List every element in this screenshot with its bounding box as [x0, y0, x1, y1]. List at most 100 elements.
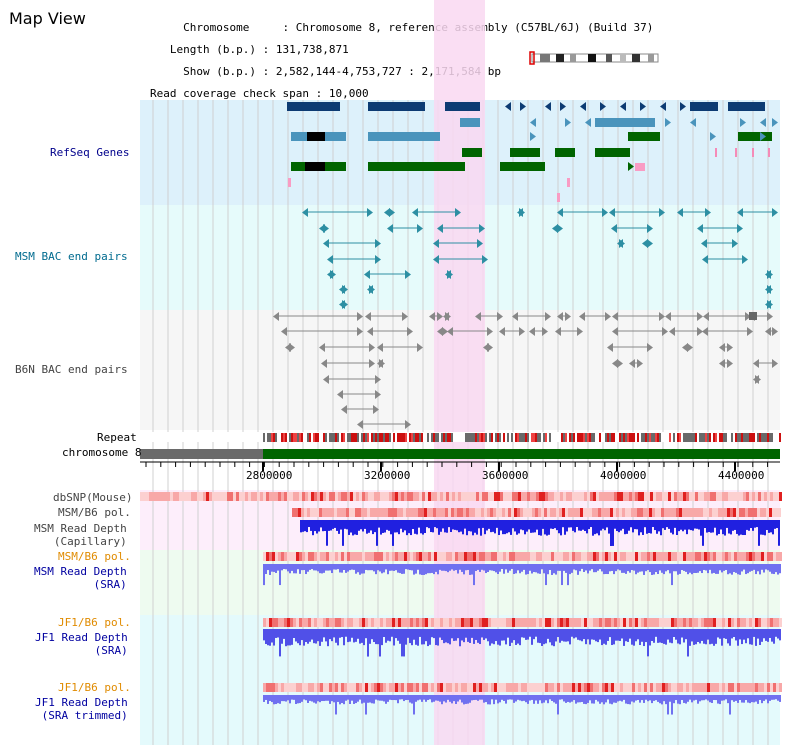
- polymorphism-cell: [371, 683, 374, 692]
- depth-bar: [528, 520, 530, 530]
- depth-bar: [761, 629, 763, 642]
- polymorphism-cell: [766, 508, 769, 517]
- depth-bar: [693, 695, 695, 701]
- polymorphism-cell: [419, 492, 422, 501]
- depth-bar: [476, 520, 478, 535]
- polymorphism-cell: [761, 552, 764, 561]
- repeat-segment: [289, 433, 291, 442]
- polymorphism-cell: [746, 492, 749, 501]
- polymorphism-cell: [346, 508, 349, 517]
- depth-bar: [405, 564, 407, 570]
- polymorphism-cell: [542, 683, 545, 692]
- track-label-b6n-bac[interactable]: B6N BAC end pairs: [15, 363, 128, 376]
- depth-bar: [369, 564, 371, 571]
- track-label-msm-depth-sra: MSM Read Depth (SRA): [34, 565, 127, 591]
- depth-bar: [263, 629, 265, 641]
- polymorphism-cell: [329, 552, 332, 561]
- track-label-msm-bac[interactable]: MSM BAC end pairs: [15, 250, 128, 263]
- repeat-segment: [533, 433, 535, 442]
- depth-bar: [649, 695, 651, 701]
- depth-bar: [650, 520, 652, 534]
- polymorphism-cell: [662, 552, 665, 561]
- depth-bar: [679, 695, 681, 705]
- polymorphism-cell: [698, 683, 701, 692]
- depth-bar: [461, 695, 463, 703]
- repeat-segment: [665, 433, 667, 442]
- depth-bar: [433, 629, 435, 639]
- gene-arrow: [530, 118, 536, 127]
- depth-bar: [769, 629, 771, 638]
- depth-bar: [666, 520, 668, 528]
- polymorphism-cell: [734, 492, 737, 501]
- depth-bar: [397, 695, 399, 704]
- polymorphism-cell: [350, 618, 353, 627]
- gene-arrow: [402, 312, 408, 321]
- polymorphism-cell: [605, 552, 608, 561]
- polymorphism-cell: [698, 552, 701, 561]
- repeat-segment: [297, 433, 299, 442]
- polymorphism-cell: [539, 552, 542, 561]
- gene-arrow: [647, 343, 653, 352]
- polymorphism-cell: [524, 683, 527, 692]
- polymorphism-cell: [592, 508, 595, 517]
- polymorphism-cell: [461, 683, 464, 692]
- depth-bar: [385, 629, 387, 643]
- depth-bar: [444, 520, 446, 533]
- depth-bar: [401, 564, 403, 574]
- depth-bar: [645, 695, 647, 700]
- gene-arrow: [760, 132, 766, 141]
- depth-bar: [339, 629, 341, 638]
- polymorphism-cell: [365, 683, 368, 692]
- polymorphism-cell: [440, 492, 443, 501]
- depth-bar: [327, 564, 329, 571]
- depth-bar: [405, 629, 407, 645]
- polymorphism-cell: [293, 618, 296, 627]
- depth-bar: [324, 520, 326, 531]
- depth-bar: [557, 564, 559, 571]
- depth-bar: [494, 520, 496, 534]
- depth-bar: [677, 695, 679, 704]
- depth-bar: [521, 695, 523, 702]
- polymorphism-cell: [671, 492, 674, 501]
- track-label-refseq[interactable]: RefSeq Genes: [50, 146, 130, 159]
- polymorphism-cell: [299, 683, 302, 692]
- depth-bar: [440, 520, 442, 532]
- depth-bar: [555, 695, 557, 704]
- polymorphism-cell: [479, 552, 482, 561]
- polymorphism-cell: [407, 552, 410, 561]
- repeat-segment: [475, 433, 477, 442]
- depth-bar: [487, 629, 489, 642]
- repeat-segment: [611, 433, 613, 442]
- polymorphism-cell: [650, 683, 653, 692]
- depth-bar: [394, 520, 396, 533]
- polymorphism-cell: [689, 492, 692, 501]
- polymorphism-cell: [713, 552, 716, 561]
- polymorphism-cell: [692, 683, 695, 692]
- depth-bar: [624, 520, 626, 535]
- polymorphism-cell: [752, 552, 755, 561]
- repeat-segment: [535, 433, 537, 442]
- depth-bar: [698, 520, 700, 530]
- polymorphism-cell: [424, 508, 427, 517]
- depth-bar: [543, 564, 545, 574]
- depth-bar: [687, 629, 689, 657]
- gene-arrow: [519, 208, 525, 217]
- polymorphism-cell: [586, 508, 589, 517]
- depth-bar: [716, 520, 718, 536]
- polymorphism-cell: [683, 552, 686, 561]
- depth-bar: [484, 520, 486, 535]
- gene-arrow: [412, 208, 418, 217]
- depth-bar: [306, 520, 308, 533]
- polymorphism-cell: [335, 618, 338, 627]
- repeat-segment: [713, 433, 715, 442]
- depth-bar: [735, 629, 737, 641]
- repeat-segment: [761, 433, 763, 442]
- polymorphism-cell: [476, 492, 479, 501]
- polymorphism-cell: [374, 683, 377, 692]
- depth-bar: [643, 629, 645, 647]
- depth-bar: [491, 695, 493, 700]
- depth-bar: [731, 695, 733, 701]
- depth-bar: [547, 629, 549, 639]
- depth-bar: [449, 564, 451, 571]
